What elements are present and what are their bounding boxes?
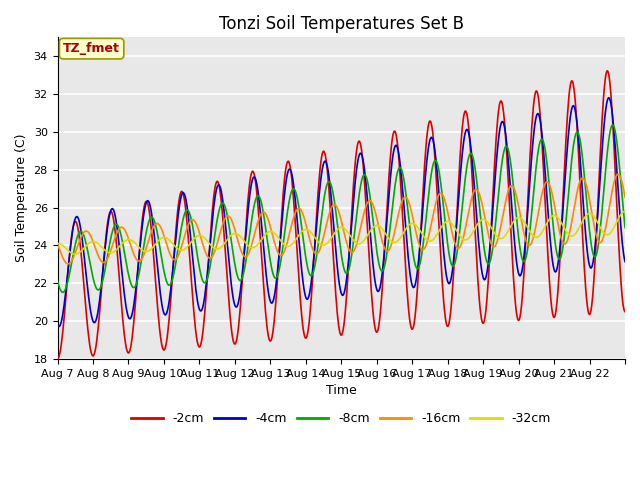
Text: TZ_fmet: TZ_fmet [63,42,120,55]
Title: Tonzi Soil Temperatures Set B: Tonzi Soil Temperatures Set B [219,15,464,33]
Legend: -2cm, -4cm, -8cm, -16cm, -32cm: -2cm, -4cm, -8cm, -16cm, -32cm [127,407,556,430]
Y-axis label: Soil Temperature (C): Soil Temperature (C) [15,134,28,263]
X-axis label: Time: Time [326,384,356,397]
